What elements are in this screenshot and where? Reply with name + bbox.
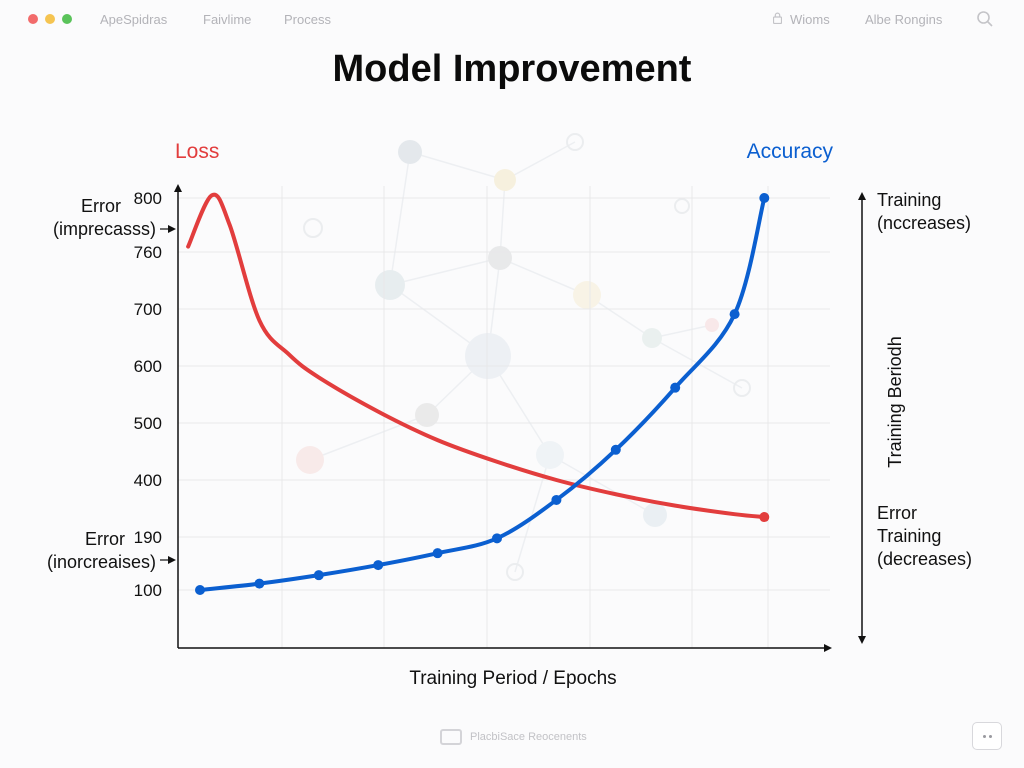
series-lines — [186, 192, 770, 595]
chart-title: Model Improvement — [332, 48, 692, 90]
accuracy-data-point — [432, 548, 443, 559]
y-tick-label: 190 — [134, 528, 162, 547]
loss-series-line — [186, 192, 767, 520]
nav-item-apespidras[interactable]: ApeSpidras — [100, 12, 168, 27]
search-icon[interactable] — [976, 10, 994, 28]
y-tick-label: 500 — [134, 414, 162, 433]
accuracy-data-point — [492, 533, 502, 544]
right-annotation-bottom-line1: Error — [877, 503, 917, 523]
accuracy-series-line — [198, 196, 767, 592]
right-annotation-top-line1: Training — [877, 190, 941, 210]
accuracy-data-point — [729, 309, 740, 320]
left-annotation-top-line1: Error — [81, 196, 121, 216]
accuracy-data-point — [551, 494, 562, 505]
left-annotation-top-line2: (imprecasss) — [53, 219, 156, 239]
y-tick-label: 700 — [134, 300, 162, 319]
footer: PlacbiSace Reocenents — [440, 728, 587, 746]
nav-item-albe-rongins[interactable]: Albe Rongins — [865, 12, 943, 27]
accuracy-data-point — [373, 560, 384, 571]
y-tick-label: 800 — [134, 189, 162, 208]
accuracy-data-point — [195, 585, 205, 595]
y-tick-label: 100 — [134, 581, 162, 600]
close-dot-icon[interactable] — [28, 14, 38, 24]
left-annotation-bottom-line1: Error — [85, 529, 125, 549]
minimize-dot-icon[interactable] — [45, 14, 55, 24]
y-tick-label: 600 — [134, 357, 162, 376]
document-icon — [440, 729, 462, 745]
chart-annotations: Loss Accuracy Error (imprecasss) Error (inorc… — [47, 140, 972, 572]
y-tick-label: 400 — [134, 471, 162, 490]
accuracy-data-point — [313, 570, 324, 581]
accuracy-series-label: Accuracy — [747, 140, 834, 163]
maximize-dot-icon[interactable] — [62, 14, 72, 24]
right-annotation-bottom-line2: Training — [877, 526, 941, 546]
right-annotation-bottom-line3: (decreases) — [877, 549, 972, 569]
x-axis-label: Training Period / Epochs — [409, 668, 616, 689]
accuracy-data-point — [254, 578, 265, 589]
loss-end-point — [759, 512, 770, 523]
nav-item-faivlime[interactable]: Faivlime — [203, 12, 252, 27]
lock-icon — [773, 12, 782, 24]
dot-icon — [982, 734, 986, 738]
loss-series-label: Loss — [175, 140, 219, 163]
background-network-graphic — [296, 133, 751, 581]
right-annotation-top-line2: (nccreases) — [877, 213, 971, 233]
accuracy-data-point — [610, 444, 621, 455]
nav-item-wioms[interactable]: Wioms — [790, 12, 830, 27]
dot-icon — [988, 734, 992, 738]
chart-axes: Training Period / Epochs — [174, 184, 866, 689]
window-toolbar: ApeSpidras Faivlime Process Wioms Albe R… — [0, 0, 1024, 40]
accuracy-data-point — [759, 193, 770, 203]
right-annotation-middle: Training Beriodh — [885, 336, 905, 467]
accuracy-data-point — [670, 382, 681, 393]
left-annotation-bottom-line2: (inorcreaises) — [47, 552, 156, 572]
y-tick-labels: 800 760 700 600 500 400 190 100 — [134, 189, 162, 600]
footer-label: PlacbiSace Reocenents — [470, 731, 587, 743]
more-options-button[interactable] — [972, 722, 1002, 750]
nav-item-process[interactable]: Process — [284, 12, 331, 27]
y-tick-label: 760 — [134, 243, 162, 262]
